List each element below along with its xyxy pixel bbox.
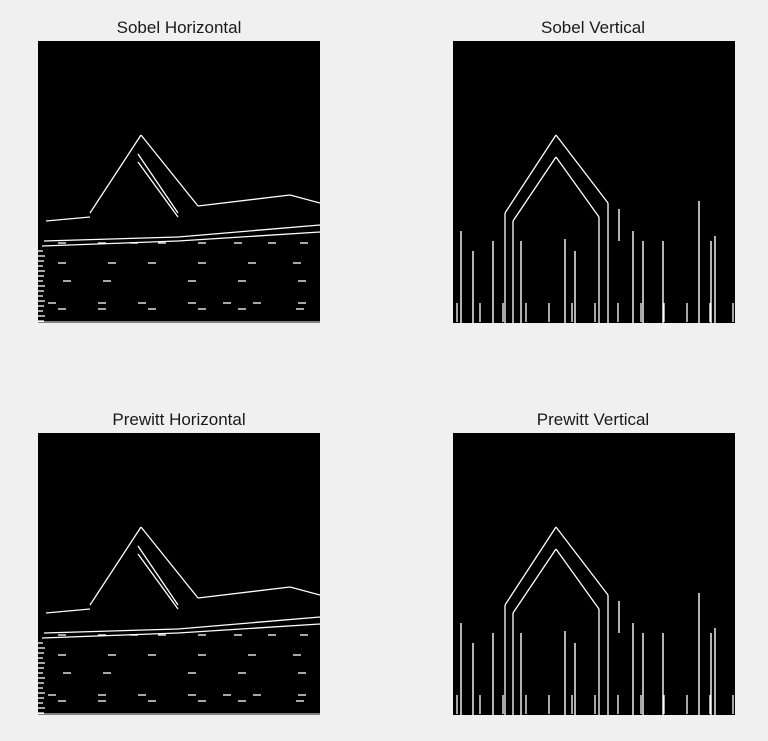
edge-stroke	[140, 134, 199, 207]
edge-stroke	[555, 548, 600, 610]
edge-map-sobel-vertical	[456, 134, 734, 323]
edge-stroke	[512, 156, 557, 222]
edge-stroke	[177, 231, 320, 242]
edge-stroke	[177, 623, 320, 634]
edge-stroke	[89, 134, 142, 214]
edge-stroke	[41, 632, 179, 639]
edge-stroke	[43, 628, 179, 634]
panel-title-sobel-horizontal: Sobel Horizontal	[116, 18, 242, 37]
edge-stroke	[504, 526, 557, 606]
edge-stroke	[137, 545, 179, 606]
image-panel-prewitt-vertical	[453, 433, 735, 715]
edge-stroke	[41, 240, 179, 247]
edge-stroke	[140, 526, 199, 599]
edge-map-prewitt-vertical	[456, 526, 734, 715]
edge-stroke	[555, 526, 609, 596]
panel-title-prewitt-horizontal: Prewitt Horizontal	[112, 410, 246, 429]
edge-stroke	[504, 134, 557, 214]
edge-stroke	[555, 134, 609, 204]
edge-stroke	[45, 608, 91, 614]
edge-map-sobel-horizontal	[38, 134, 320, 323]
image-panel-sobel-vertical	[453, 41, 735, 323]
panel-title-sobel-vertical: Sobel Vertical	[541, 18, 645, 37]
edge-stroke	[137, 153, 179, 214]
edge-stroke	[289, 194, 320, 204]
edge-map-prewitt-horizontal	[38, 526, 320, 715]
image-panel-prewitt-horizontal	[38, 433, 320, 715]
edge-stroke	[89, 526, 142, 606]
edge-stroke	[45, 216, 91, 222]
edge-stroke	[512, 548, 557, 614]
edge-stroke	[43, 236, 179, 242]
image-panel-sobel-horizontal	[38, 41, 320, 323]
edge-stroke	[197, 586, 291, 599]
edge-stroke	[177, 224, 320, 238]
edge-stroke	[555, 156, 600, 218]
edge-stroke	[137, 161, 179, 218]
panel-title-prewitt-vertical: Prewitt Vertical	[536, 410, 650, 429]
edge-stroke	[177, 616, 320, 630]
edge-stroke	[289, 586, 320, 596]
edge-stroke	[137, 553, 179, 610]
edge-stroke	[197, 194, 291, 207]
